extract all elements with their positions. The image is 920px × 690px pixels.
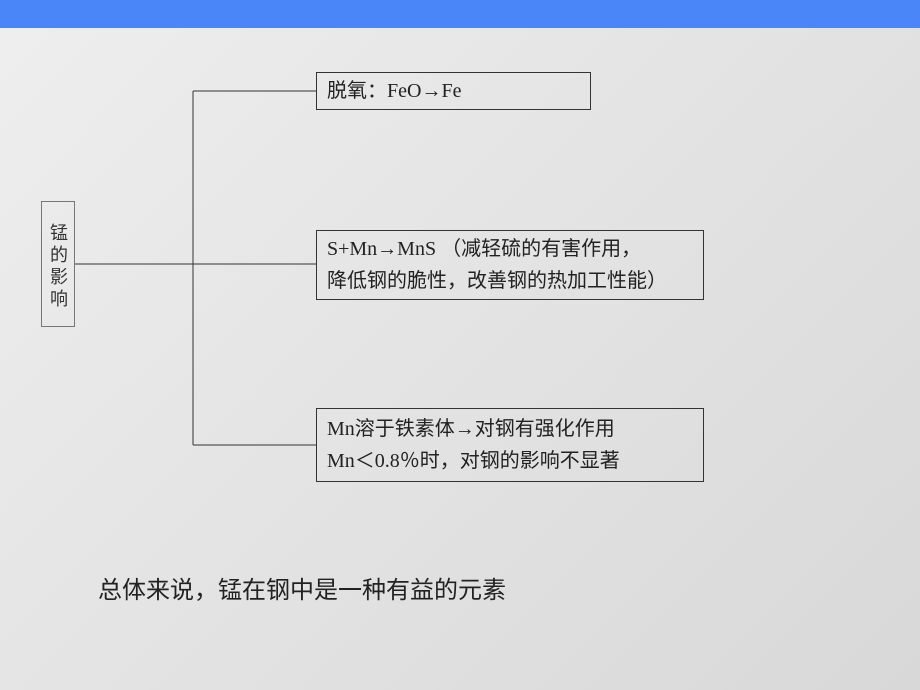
branch-box-2: Mn溶于铁素体→对钢有强化作用Mn＜0.8％时，对钢的影响不显著 — [316, 408, 704, 482]
branch-line: 脱氧：FeO→Fe — [327, 75, 590, 107]
summary-text: 总体来说，锰在钢中是一种有益的元素 — [98, 570, 506, 605]
branch-line: Mn溶于铁素体→对钢有强化作用 — [327, 413, 703, 445]
root-label: 锰的影响 — [45, 223, 71, 311]
branch-box-0: 脱氧：FeO→Fe — [316, 72, 591, 110]
top-bar — [0, 0, 920, 28]
content-area: 锰的影响 总体来说，锰在钢中是一种有益的元素 脱氧：FeO→Fe S+Mn→MnS… — [0, 28, 920, 690]
branch-line: Mn＜0.8％时，对钢的影响不显著 — [327, 445, 703, 477]
root-box: 锰的影响 — [41, 201, 75, 327]
branch-box-1: S+Mn→MnS （减轻硫的有害作用，降低钢的脆性，改善钢的热加工性能） — [316, 230, 704, 300]
branch-line: 降低钢的脆性，改善钢的热加工性能） — [327, 265, 703, 297]
branch-line: S+Mn→MnS （减轻硫的有害作用， — [327, 233, 703, 265]
